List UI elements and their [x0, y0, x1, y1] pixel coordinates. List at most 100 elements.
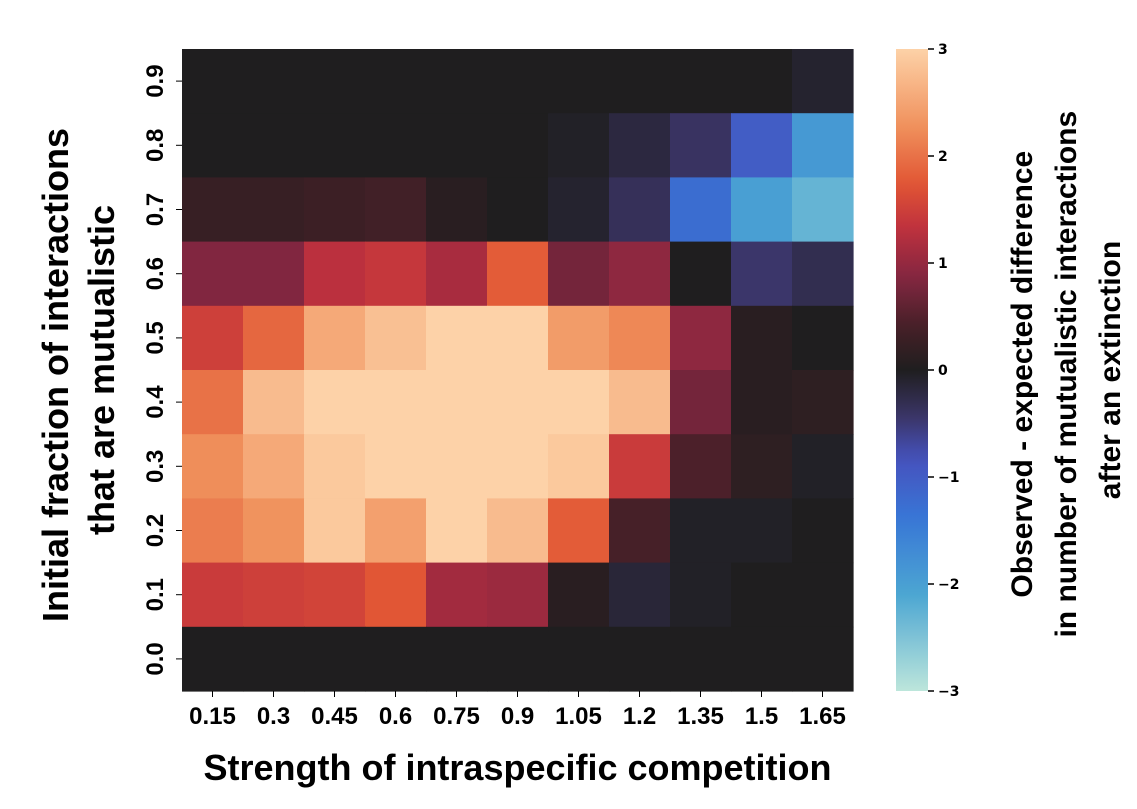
heatmap-cell [304, 370, 366, 435]
y-axis-label-line-1: Initial fraction of interactions [35, 128, 76, 622]
colorbar-tick-label: 0 [938, 363, 948, 379]
heatmap-cell [609, 177, 671, 243]
colorbar-label-line-3: after an extinction [1094, 241, 1127, 499]
heatmap-cell [182, 305, 244, 371]
heatmap-cell [426, 113, 488, 178]
heatmap-cell [548, 113, 610, 178]
heatmap-cell [426, 305, 488, 371]
heatmap-cell [731, 498, 793, 564]
heatmap-cell [670, 562, 732, 628]
y-tick-label: 0.1 [142, 578, 169, 611]
heatmap-cell [365, 241, 427, 307]
y-axis-label: Initial fraction of interactions that ar… [35, 118, 122, 622]
heatmap-cell [731, 626, 793, 692]
heatmap-cell [609, 49, 671, 114]
heatmap-cell [365, 626, 427, 692]
y-tick-label: 0.4 [142, 385, 169, 419]
y-tick-label: 0.6 [142, 257, 169, 290]
heatmap-cell [548, 241, 610, 307]
heatmap-cell [670, 626, 732, 692]
heatmap-cell [426, 562, 488, 628]
heatmap-cell [365, 305, 427, 371]
heatmap-cell [243, 370, 305, 435]
colorbar-tick-label: −3 [938, 684, 959, 700]
y-tick-label: 0.9 [142, 64, 169, 97]
colorbar-label-line-1: Observed - expected difference [1006, 151, 1039, 598]
y-tick-label: 0.5 [142, 321, 169, 354]
heatmap-cell [365, 177, 427, 243]
heatmap-cell [670, 498, 732, 564]
heatmap-cell [792, 434, 854, 499]
colorbar-tick-label: −1 [938, 470, 959, 486]
heatmap-cell [182, 626, 244, 692]
heatmap-cell [426, 177, 488, 243]
heatmap-cell [548, 49, 610, 114]
heatmap-cell [243, 113, 305, 178]
heatmap-cell [792, 562, 854, 628]
heatmap-cell [304, 113, 366, 178]
heatmap-cell [304, 626, 366, 692]
heatmap-cell [182, 498, 244, 564]
x-tick-label: 0.6 [379, 703, 412, 730]
heatmap-cell [609, 305, 671, 371]
heatmap-cell [304, 562, 366, 628]
heatmap-cell [792, 626, 854, 692]
heatmap-cell [426, 370, 488, 435]
heatmap-cell [548, 305, 610, 371]
heatmap-cell [365, 49, 427, 114]
heatmap-cell [731, 305, 793, 371]
heatmap-cell [304, 305, 366, 371]
heatmap-cell [243, 626, 305, 692]
y-tick-label: 0.0 [142, 642, 169, 675]
y-axis-label-line-2: that are mutualistic [81, 205, 122, 535]
x-tick-label: 0.15 [189, 703, 236, 730]
heatmap-cell [182, 113, 244, 178]
heatmap-cell [609, 562, 671, 628]
x-tick-label: 1.65 [799, 703, 846, 730]
heatmap-cell [304, 434, 366, 499]
heatmap-cell [792, 113, 854, 178]
colorbar-label: Observed - expected difference in number… [1006, 102, 1127, 637]
heatmap-cell [243, 49, 305, 114]
heatmap-cell [182, 177, 244, 243]
heatmap-cell [487, 370, 549, 435]
heatmap-cell [731, 562, 793, 628]
heatmap-cell [548, 562, 610, 628]
heatmap-cell [548, 498, 610, 564]
x-axis-ticks: 0.15 0.3 0.45 0.6 0.75 0.9 1.05 1.2 1.35 1.5 1.65 [189, 691, 846, 730]
x-tick-label: 0.9 [501, 703, 534, 730]
colorbar-tick-label: −2 [938, 577, 959, 593]
heatmap-cell [670, 305, 732, 371]
colorbar [896, 49, 928, 691]
heatmap-cell [182, 434, 244, 499]
heatmap-cell [426, 49, 488, 114]
x-tick-label: 1.05 [555, 703, 602, 730]
heatmap-cell [731, 49, 793, 114]
colorbar-tick-label: 1 [938, 256, 948, 272]
heatmap-cell [365, 562, 427, 628]
x-tick-label: 1.2 [623, 703, 656, 730]
heatmap-cell [304, 177, 366, 243]
heatmap-cell [731, 113, 793, 178]
x-tick-label: 1.35 [677, 703, 724, 730]
heatmap-cell [609, 434, 671, 499]
heatmap-cell [670, 370, 732, 435]
colorbar-tick-label: 2 [938, 149, 948, 165]
heatmap-cell [792, 370, 854, 435]
heatmap-cell [304, 241, 366, 307]
heatmap-cell [243, 177, 305, 243]
heatmap-cell [670, 177, 732, 243]
heatmap-cell [182, 562, 244, 628]
heatmap-cell [182, 49, 244, 114]
heatmap-cell [487, 498, 549, 564]
heatmap-cell [365, 113, 427, 178]
heatmap-cell [243, 241, 305, 307]
heatmap-cell [426, 241, 488, 307]
heatmap-cell [243, 434, 305, 499]
colorbar-ticks: 3 2 1 0 −1 −2 −3 [928, 42, 959, 700]
x-tick-label: 0.3 [257, 703, 290, 730]
y-tick-label: 0.2 [142, 514, 169, 547]
heatmap-cell [548, 626, 610, 692]
heatmap-cell [609, 370, 671, 435]
heatmap-cell [670, 113, 732, 178]
